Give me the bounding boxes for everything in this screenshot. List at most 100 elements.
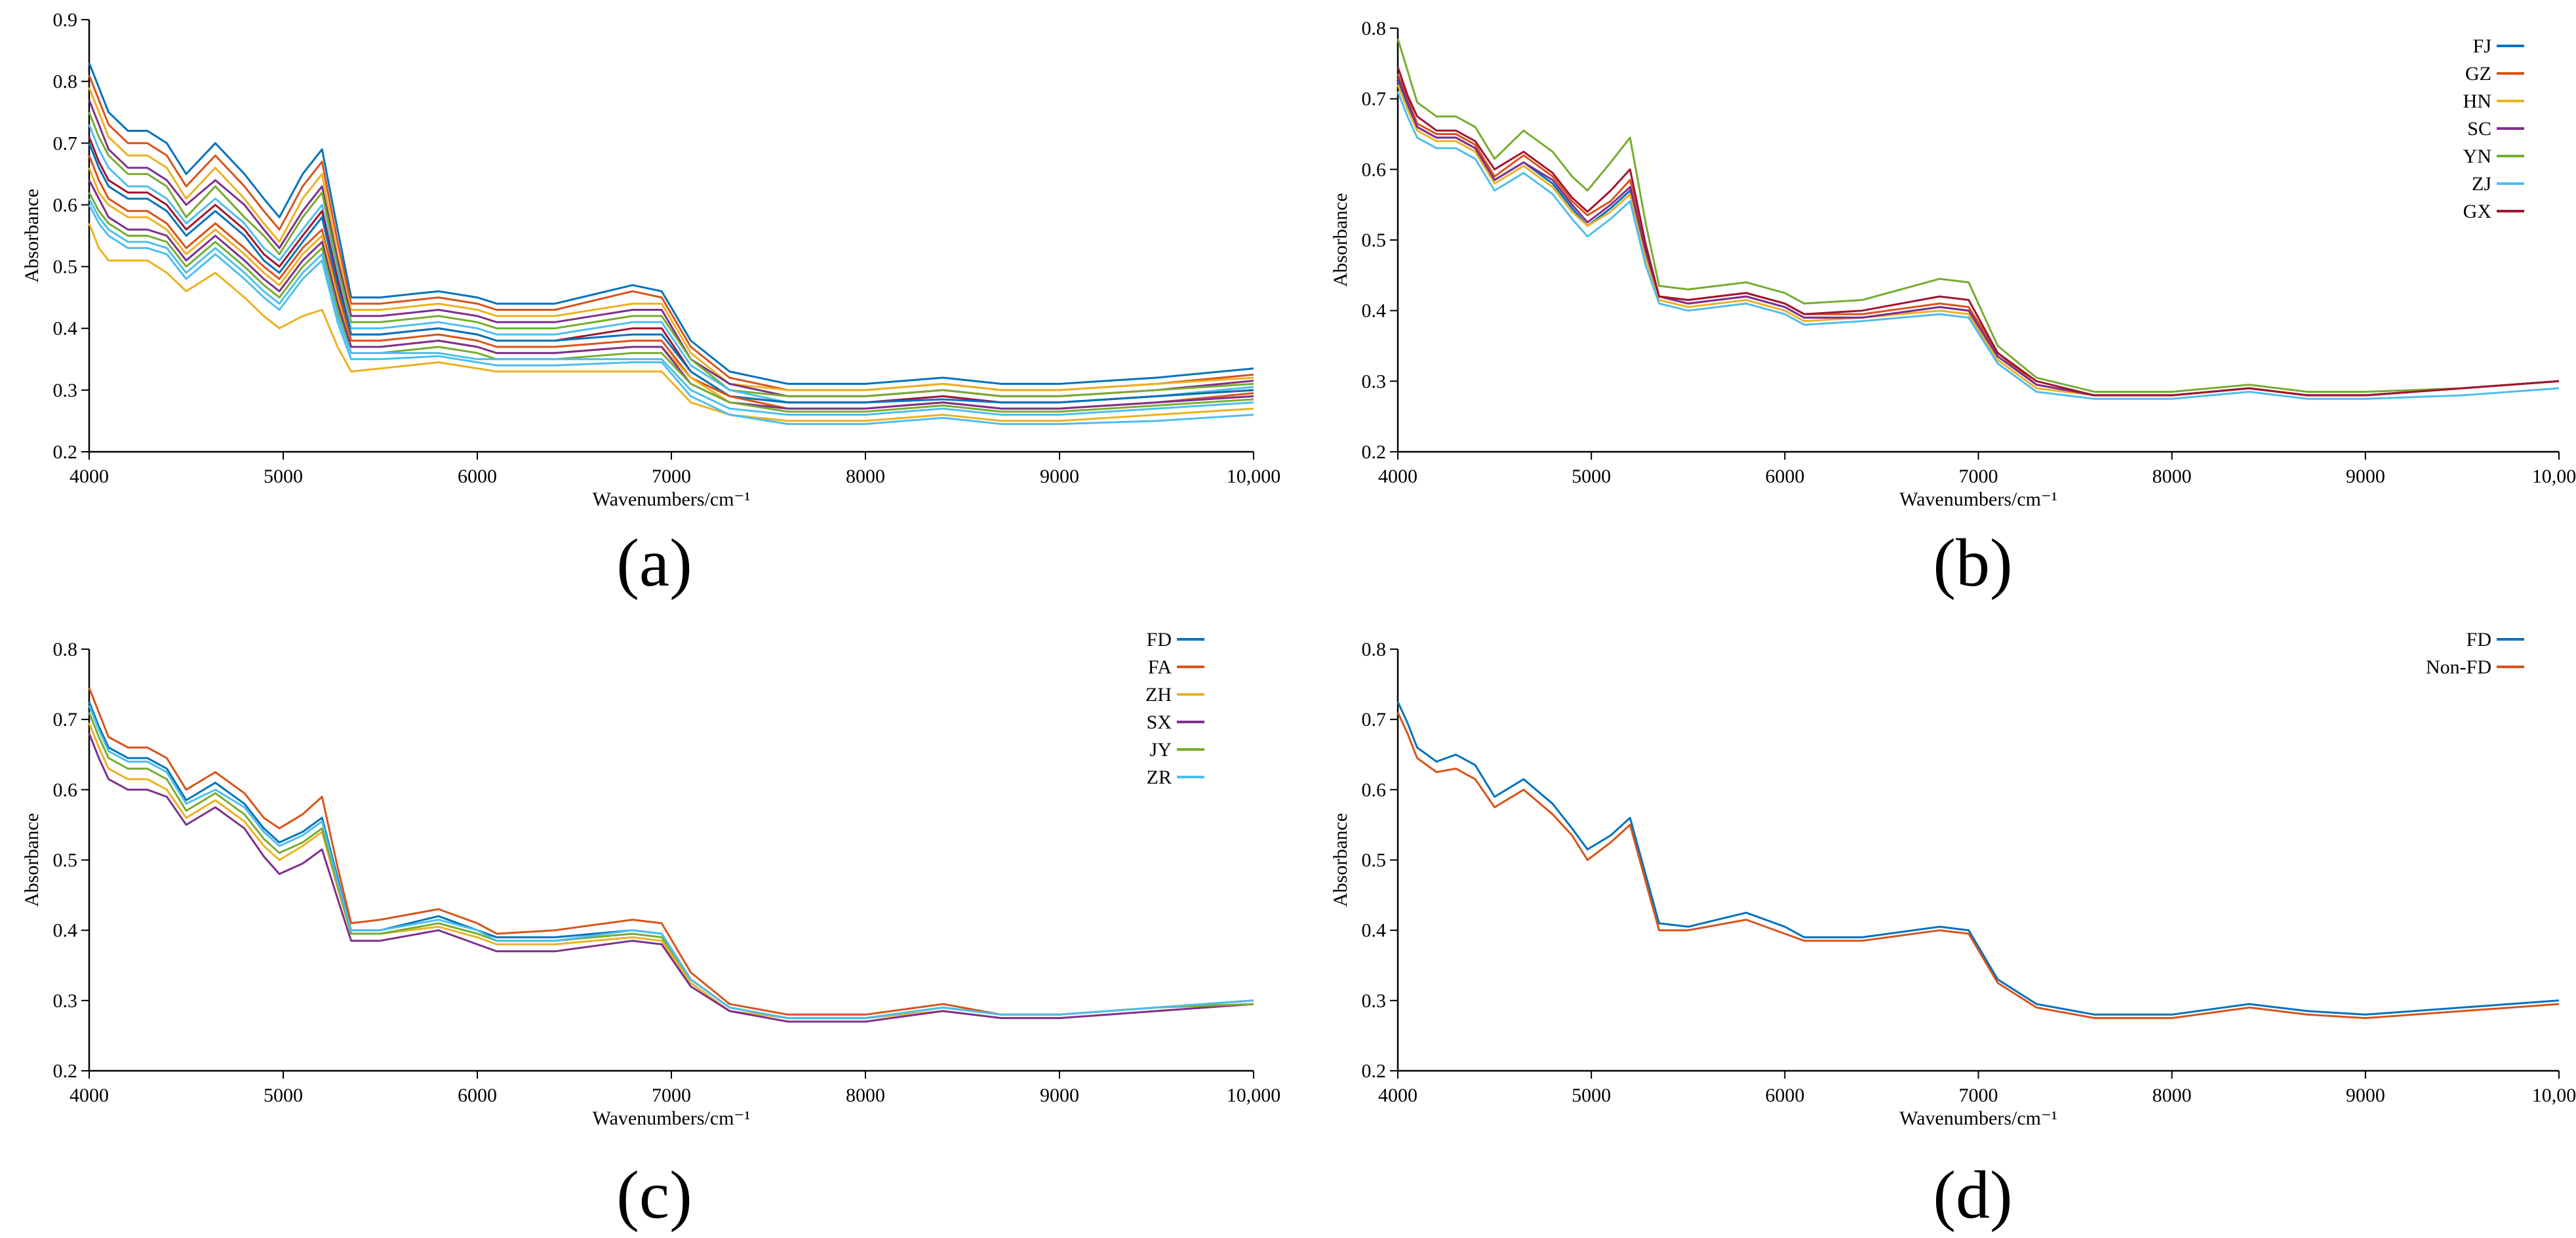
- x-tick-label-b-1: 5000: [1572, 466, 1611, 487]
- y-tick-label-a-1: 0.3: [53, 380, 78, 401]
- y-tick-label-a-5: 0.7: [53, 132, 78, 154]
- x-tick-label-c-2: 6000: [458, 1085, 497, 1106]
- x-tick-label-a-0: 4000: [69, 466, 109, 487]
- y-tick-label-d-3: 0.5: [1362, 850, 1387, 871]
- x-axis-label-b: Wavenumbers/cm⁻¹: [1899, 489, 2057, 510]
- y-tick-label-a-3: 0.5: [53, 256, 78, 278]
- series-line-b-yn: [1397, 38, 2560, 393]
- series-line-a-s03: [88, 87, 1254, 391]
- legend-label-b-yn: YN: [2463, 146, 2491, 167]
- x-tick-label-a-3: 7000: [652, 466, 691, 487]
- x-tick-label-c-0: 4000: [69, 1085, 109, 1106]
- series-line-a-s01: [88, 62, 1254, 385]
- y-tick-label-b-5: 0.7: [1362, 89, 1387, 110]
- series-line-d-fd: [1397, 701, 2560, 1016]
- y-axis-label-b: Absorbance: [1330, 193, 1351, 287]
- y-tick-label-d-0: 0.2: [1362, 1060, 1387, 1082]
- legend-label-b-sc: SC: [2467, 118, 2491, 140]
- x-tick-label-d-1: 5000: [1572, 1085, 1611, 1106]
- x-tick-label-b-0: 4000: [1378, 466, 1417, 487]
- x-tick-label-d-5: 9000: [2346, 1085, 2385, 1106]
- x-axis-label-d: Wavenumbers/cm⁻¹: [1899, 1108, 2057, 1129]
- legend-label-c-fd: FD: [1147, 629, 1172, 650]
- panel-label-b: (b): [1933, 525, 2012, 601]
- series-line-a-s08: [88, 142, 1254, 404]
- x-tick-label-a-2: 6000: [458, 466, 497, 487]
- x-tick-label-b-3: 7000: [1959, 466, 1998, 487]
- legend-label-b-gz: GZ: [2465, 63, 2491, 85]
- y-tick-label-d-5: 0.7: [1362, 709, 1387, 730]
- chart-panel-a: 0.2 0.3 0.4 0.5 0.6 0.7 0.8 0.9 4000 5000 6000 7000…: [21, 9, 1280, 510]
- legend-label-c-sx: SX: [1147, 711, 1172, 733]
- x-tick-label-d-4: 8000: [2152, 1085, 2192, 1106]
- x-tick-label-d-6: 10,000: [2532, 1085, 2576, 1106]
- y-tick-label-c-4: 0.6: [53, 779, 78, 801]
- series-line-a-s13: [88, 198, 1254, 416]
- legend-label-c-zr: ZR: [1147, 767, 1172, 788]
- x-tick-label-c-1: 5000: [264, 1085, 303, 1106]
- y-axis-label-c: Absorbance: [21, 813, 43, 907]
- series-line-c-fa: [88, 687, 1254, 1016]
- series-line-a-s14: [88, 223, 1254, 422]
- x-tick-label-d-0: 4000: [1378, 1085, 1417, 1106]
- x-tick-label-a-6: 10,000: [1227, 466, 1281, 487]
- y-tick-label-d-4: 0.6: [1362, 779, 1387, 801]
- x-tick-label-a-5: 9000: [1040, 466, 1079, 487]
- x-axis-label-a: Wavenumbers/cm⁻¹: [593, 489, 751, 510]
- chart-panel-b: 0.2 0.3 0.4 0.5 0.6 0.7 0.8 4000 5000 6000 7000 800…: [1330, 18, 2576, 510]
- x-tick-label-d-2: 6000: [1765, 1085, 1804, 1106]
- y-tick-label-d-6: 0.8: [1362, 639, 1387, 660]
- chart-panel-c: 0.2 0.3 0.4 0.5 0.6 0.7 0.8 4000 5000 6000 7000 800…: [21, 629, 1280, 1129]
- series-line-d-non-fd: [1397, 711, 2560, 1020]
- series-line-c-zr: [88, 705, 1254, 1020]
- y-tick-label-b-0: 0.2: [1362, 441, 1387, 463]
- y-tick-label-c-5: 0.7: [53, 709, 78, 730]
- y-tick-label-b-2: 0.4: [1362, 300, 1387, 322]
- y-tick-label-a-0: 0.2: [53, 441, 78, 463]
- panel-label-d: (d): [1933, 1157, 2012, 1233]
- series-line-a-s05: [88, 111, 1254, 397]
- series-line-c-sx: [88, 733, 1254, 1023]
- x-axis-label-c: Wavenumbers/cm⁻¹: [593, 1108, 751, 1129]
- x-tick-label-b-2: 6000: [1765, 466, 1804, 487]
- series-line-b-zj: [1397, 91, 2560, 400]
- legend-label-d-non-fd: Non-FD: [2426, 656, 2491, 678]
- y-tick-label-b-3: 0.5: [1362, 230, 1387, 251]
- legend-label-b-gx: GX: [2463, 201, 2492, 222]
- y-tick-label-d-1: 0.3: [1362, 990, 1387, 1012]
- x-tick-label-c-3: 7000: [652, 1085, 691, 1106]
- y-tick-label-c-1: 0.3: [53, 990, 78, 1012]
- legend-label-b-hn: HN: [2463, 90, 2491, 112]
- panel-label-c: (c): [616, 1157, 692, 1233]
- x-tick-label-d-3: 7000: [1959, 1085, 1998, 1106]
- legend-label-c-fa: FA: [1148, 656, 1172, 678]
- y-tick-label-a-4: 0.6: [53, 194, 78, 216]
- x-tick-label-c-6: 10,000: [1227, 1085, 1281, 1106]
- series-line-a-s15: [88, 204, 1254, 426]
- series-line-a-s11: [88, 180, 1254, 410]
- x-tick-label-a-4: 8000: [846, 466, 885, 487]
- y-axis-label-a: Absorbance: [21, 189, 43, 283]
- legend-label-d-fd: FD: [2467, 629, 2491, 650]
- x-tick-label-b-5: 9000: [2346, 466, 2385, 487]
- x-tick-label-c-4: 8000: [846, 1085, 885, 1106]
- chart-panel-d: 0.2 0.3 0.4 0.5 0.6 0.7 0.8 4000 5000 6000 7000 800…: [1330, 629, 2576, 1129]
- y-tick-label-a-7: 0.9: [53, 9, 78, 31]
- y-tick-label-c-6: 0.8: [53, 639, 78, 660]
- y-tick-label-d-2: 0.4: [1362, 920, 1387, 942]
- y-tick-label-a-6: 0.8: [53, 71, 78, 92]
- y-tick-label-a-2: 0.4: [53, 318, 78, 340]
- legend-label-b-zj: ZJ: [2472, 173, 2491, 195]
- legend-label-b-fj: FJ: [2473, 35, 2492, 57]
- y-tick-label-c-0: 0.2: [53, 1060, 78, 1082]
- legend-label-c-jy: JY: [1150, 739, 1172, 761]
- series-line-b-gx: [1397, 66, 2560, 397]
- x-tick-label-a-1: 5000: [264, 466, 303, 487]
- y-tick-label-b-4: 0.6: [1362, 159, 1387, 180]
- y-axis-label-d: Absorbance: [1330, 813, 1351, 907]
- y-tick-label-b-6: 0.8: [1362, 18, 1387, 39]
- x-tick-label-b-6: 10,000: [2532, 466, 2576, 487]
- y-tick-label-c-3: 0.5: [53, 850, 78, 871]
- y-tick-label-c-2: 0.4: [53, 920, 78, 942]
